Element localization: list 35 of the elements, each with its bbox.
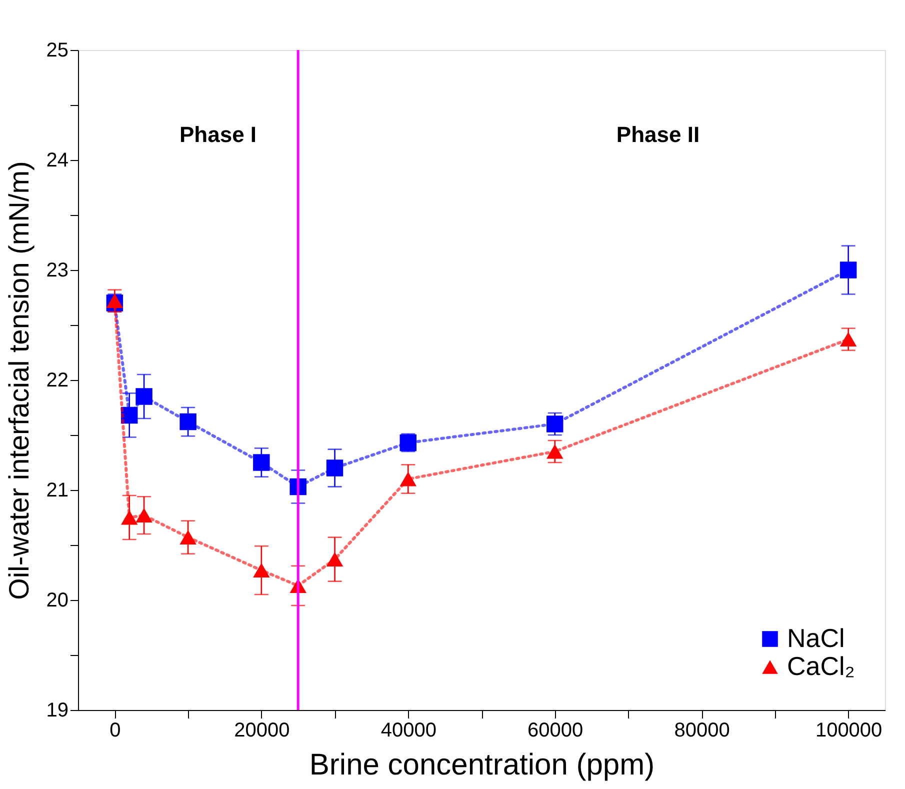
- y-tick-label: 24: [46, 150, 68, 172]
- y-tick-label: 21: [46, 480, 68, 502]
- y-tick-label: 22: [46, 370, 68, 392]
- x-tick-label: 80000: [674, 720, 730, 742]
- point: [546, 444, 564, 459]
- point: [400, 472, 417, 486]
- point: [120, 510, 138, 525]
- y-tick-label: 25: [46, 40, 68, 62]
- point: [106, 294, 124, 308]
- x-tick-label: 40000: [380, 720, 436, 742]
- point: [840, 332, 857, 347]
- annotation: Phase I: [179, 122, 257, 147]
- y-tick-label: 20: [46, 590, 68, 612]
- point: [180, 530, 196, 545]
- y-tick-label: 19: [46, 700, 68, 722]
- point: [253, 454, 270, 471]
- x-tick-label: 20000: [234, 720, 290, 742]
- point: [120, 406, 138, 424]
- x-tick-label: 100000: [815, 720, 882, 742]
- legend-label: CaCl₂: [787, 651, 855, 681]
- x-tick-label: 0: [110, 720, 121, 742]
- annotation: Phase II: [616, 122, 700, 147]
- point: [136, 388, 152, 405]
- x-tick-label: 60000: [528, 720, 584, 742]
- point: [546, 416, 564, 432]
- x-axis-title: Brine concentration (ppm): [309, 748, 655, 782]
- point: [840, 262, 857, 278]
- point: [326, 552, 344, 567]
- y-tick-label: 23: [46, 260, 68, 282]
- point: [253, 563, 270, 578]
- legend-label: NaCl: [787, 623, 845, 653]
- point: [136, 508, 152, 523]
- point: [326, 460, 344, 476]
- y-axis-title: Oil-water interfacial tension (mN/m): [3, 161, 34, 600]
- point: [180, 413, 196, 430]
